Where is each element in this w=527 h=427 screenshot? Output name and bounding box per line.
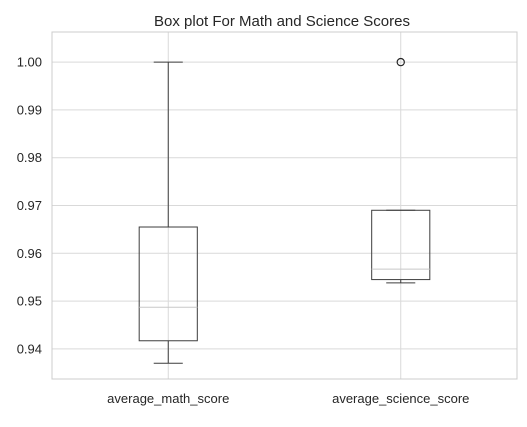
x-tick-label: average_math_score — [107, 391, 229, 406]
box-average_math_score — [138, 61, 198, 364]
grid-lines — [52, 32, 517, 379]
y-tick-label: 0.94 — [17, 341, 42, 356]
box-average_science_score — [371, 57, 431, 284]
y-tick-label: 0.97 — [17, 198, 42, 213]
x-axis-tick-labels: average_math_score average_science_score — [107, 391, 469, 406]
boxes — [138, 57, 431, 364]
iqr-box — [138, 226, 198, 342]
y-tick-label: 0.98 — [17, 150, 42, 165]
y-tick-label: 0.96 — [17, 246, 42, 261]
y-tick-label: 1.00 — [17, 55, 42, 70]
x-tick-label: average_science_score — [332, 391, 469, 406]
y-axis-tick-labels: 0.94 0.95 0.96 0.97 0.98 0.99 1.00 — [17, 55, 42, 357]
outlier-point — [396, 57, 405, 67]
y-tick-label: 0.99 — [17, 102, 42, 117]
iqr-box — [371, 209, 431, 281]
chart-title: Box plot For Math and Science Scores — [154, 13, 410, 30]
plot-frame — [51, 31, 518, 380]
y-tick-label: 0.95 — [17, 294, 42, 309]
